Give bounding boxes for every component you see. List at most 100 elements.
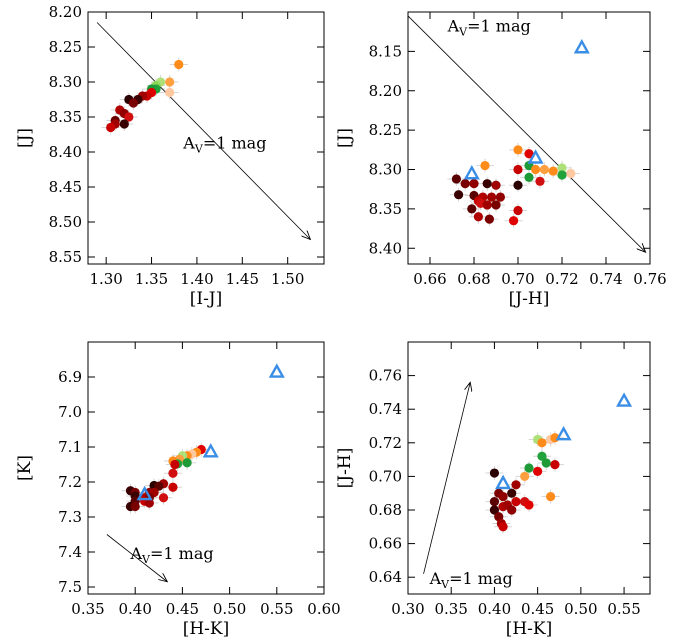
panel-jh-vs-hk: 0.30 0.35 0.40 0.45 0.50 0.55 0.64 0.66 0.68 0.70… bbox=[335, 341, 651, 639]
reddening-vector-arrow bbox=[96, 22, 310, 240]
av-annotation: AV=1 mag bbox=[429, 569, 513, 591]
y-tick-label: 0.68 bbox=[369, 501, 402, 519]
data-point bbox=[482, 200, 492, 210]
x-axis-label: [J-H] bbox=[509, 289, 550, 309]
y-tick-label: 8.50 bbox=[49, 213, 82, 231]
data-point bbox=[119, 119, 129, 129]
data-point bbox=[533, 466, 543, 476]
y-tick-label: 7.1 bbox=[58, 438, 82, 456]
data-point bbox=[168, 482, 178, 492]
data-point bbox=[513, 180, 523, 190]
av-annotation: AV=1 mag bbox=[447, 17, 531, 39]
x-tick-label: 0.66 bbox=[413, 270, 446, 288]
reddening-vector-arrow bbox=[106, 534, 167, 582]
y-tick-label: 7.4 bbox=[58, 543, 82, 561]
x-tick-label: 0.35 bbox=[435, 600, 468, 618]
data-point bbox=[482, 179, 492, 189]
data-point bbox=[524, 463, 534, 473]
data-point bbox=[524, 500, 534, 510]
y-tick-label: 0.72 bbox=[369, 434, 402, 452]
x-tick-label: 0.72 bbox=[545, 270, 578, 288]
data-point bbox=[165, 87, 175, 98]
data-point bbox=[128, 98, 138, 108]
data-point bbox=[491, 180, 501, 190]
triangle-marker bbox=[573, 38, 590, 54]
panel-j-vs-ij: 1.30 1.35 1.40 1.45 1.50 8.20 8.25 8.30 8.35 8.40… bbox=[15, 3, 325, 309]
triangle-marker bbox=[463, 164, 480, 180]
data-point bbox=[144, 498, 154, 508]
x-tick-label: 0.60 bbox=[307, 600, 340, 618]
plot-frame bbox=[407, 341, 651, 595]
y-tick-label: 8.20 bbox=[369, 82, 402, 100]
data-point bbox=[158, 493, 169, 503]
x-tick-label: 0.74 bbox=[589, 270, 622, 288]
x-tick-label: 0.35 bbox=[71, 600, 104, 618]
x-tick-label: 0.45 bbox=[521, 600, 554, 618]
y-tick-label: 8.35 bbox=[369, 200, 402, 218]
data-point bbox=[168, 468, 178, 478]
y-tick-label: 7.0 bbox=[58, 403, 82, 421]
data-point bbox=[473, 212, 483, 222]
y-tick-label: 0.74 bbox=[369, 400, 402, 418]
data-point bbox=[165, 77, 175, 87]
data-point bbox=[154, 481, 164, 491]
data-point bbox=[566, 168, 576, 179]
av-annotation: AV=1 mag bbox=[129, 544, 213, 566]
data-point bbox=[170, 459, 180, 470]
triangle-marker bbox=[555, 425, 572, 441]
y-tick-label: 7.5 bbox=[58, 578, 82, 596]
x-tick-label: 0.68 bbox=[457, 270, 490, 288]
data-point bbox=[524, 149, 534, 159]
x-tick-label: 0.55 bbox=[607, 600, 640, 618]
x-tick-label: 1.45 bbox=[226, 270, 259, 288]
data-point bbox=[513, 145, 523, 155]
panel-j-vs-jh: 0.66 0.68 0.70 0.72 0.74 0.76 8.15 8.20 8.25 8.30… bbox=[335, 11, 667, 309]
x-tick-label: 0.55 bbox=[260, 600, 293, 618]
data-point bbox=[498, 522, 508, 532]
data-point bbox=[498, 491, 508, 502]
x-axis-label: [H-K] bbox=[506, 619, 553, 639]
y-tick-label: 8.35 bbox=[49, 108, 82, 126]
data-point bbox=[489, 505, 500, 515]
y-tick-label: 8.30 bbox=[49, 73, 82, 91]
data-point bbox=[507, 488, 517, 498]
x-tick-label: 0.50 bbox=[564, 600, 597, 618]
y-tick-label: 6.9 bbox=[58, 368, 82, 386]
data-point bbox=[541, 458, 551, 468]
triangle-marker bbox=[202, 443, 219, 458]
x-tick-label: 0.76 bbox=[633, 270, 666, 288]
triangle-marker bbox=[495, 474, 512, 490]
data-point bbox=[550, 460, 560, 470]
y-tick-label: 0.66 bbox=[369, 535, 402, 553]
y-tick-label: 8.40 bbox=[369, 239, 402, 257]
data-point bbox=[460, 179, 470, 189]
data-point bbox=[520, 471, 530, 481]
data-point bbox=[451, 174, 461, 184]
data-point bbox=[513, 164, 523, 175]
data-point bbox=[537, 438, 547, 448]
data-point bbox=[124, 112, 134, 122]
data-point bbox=[507, 505, 517, 515]
data-point bbox=[511, 497, 521, 507]
data-point bbox=[539, 164, 550, 175]
data-point bbox=[489, 468, 500, 478]
data-point bbox=[467, 204, 477, 214]
data-point bbox=[182, 458, 192, 468]
data-point bbox=[495, 192, 505, 202]
y-tick-label: 8.15 bbox=[369, 42, 402, 60]
y-tick-label: 0.64 bbox=[369, 568, 402, 586]
x-tick-label: 1.30 bbox=[89, 270, 122, 288]
triangle-marker bbox=[527, 149, 544, 164]
data-point bbox=[524, 172, 534, 182]
data-point bbox=[491, 200, 501, 210]
y-tick-label: 8.40 bbox=[49, 143, 82, 161]
x-tick-label: 1.35 bbox=[135, 270, 168, 288]
triangle-marker bbox=[616, 392, 633, 407]
x-tick-label: 0.50 bbox=[213, 600, 246, 618]
y-tick-label: 7.3 bbox=[58, 508, 82, 526]
reddening-vector-arrow bbox=[423, 382, 471, 574]
data-point bbox=[535, 176, 545, 186]
y-tick-label: 0.76 bbox=[369, 367, 402, 385]
data-point bbox=[548, 166, 558, 176]
